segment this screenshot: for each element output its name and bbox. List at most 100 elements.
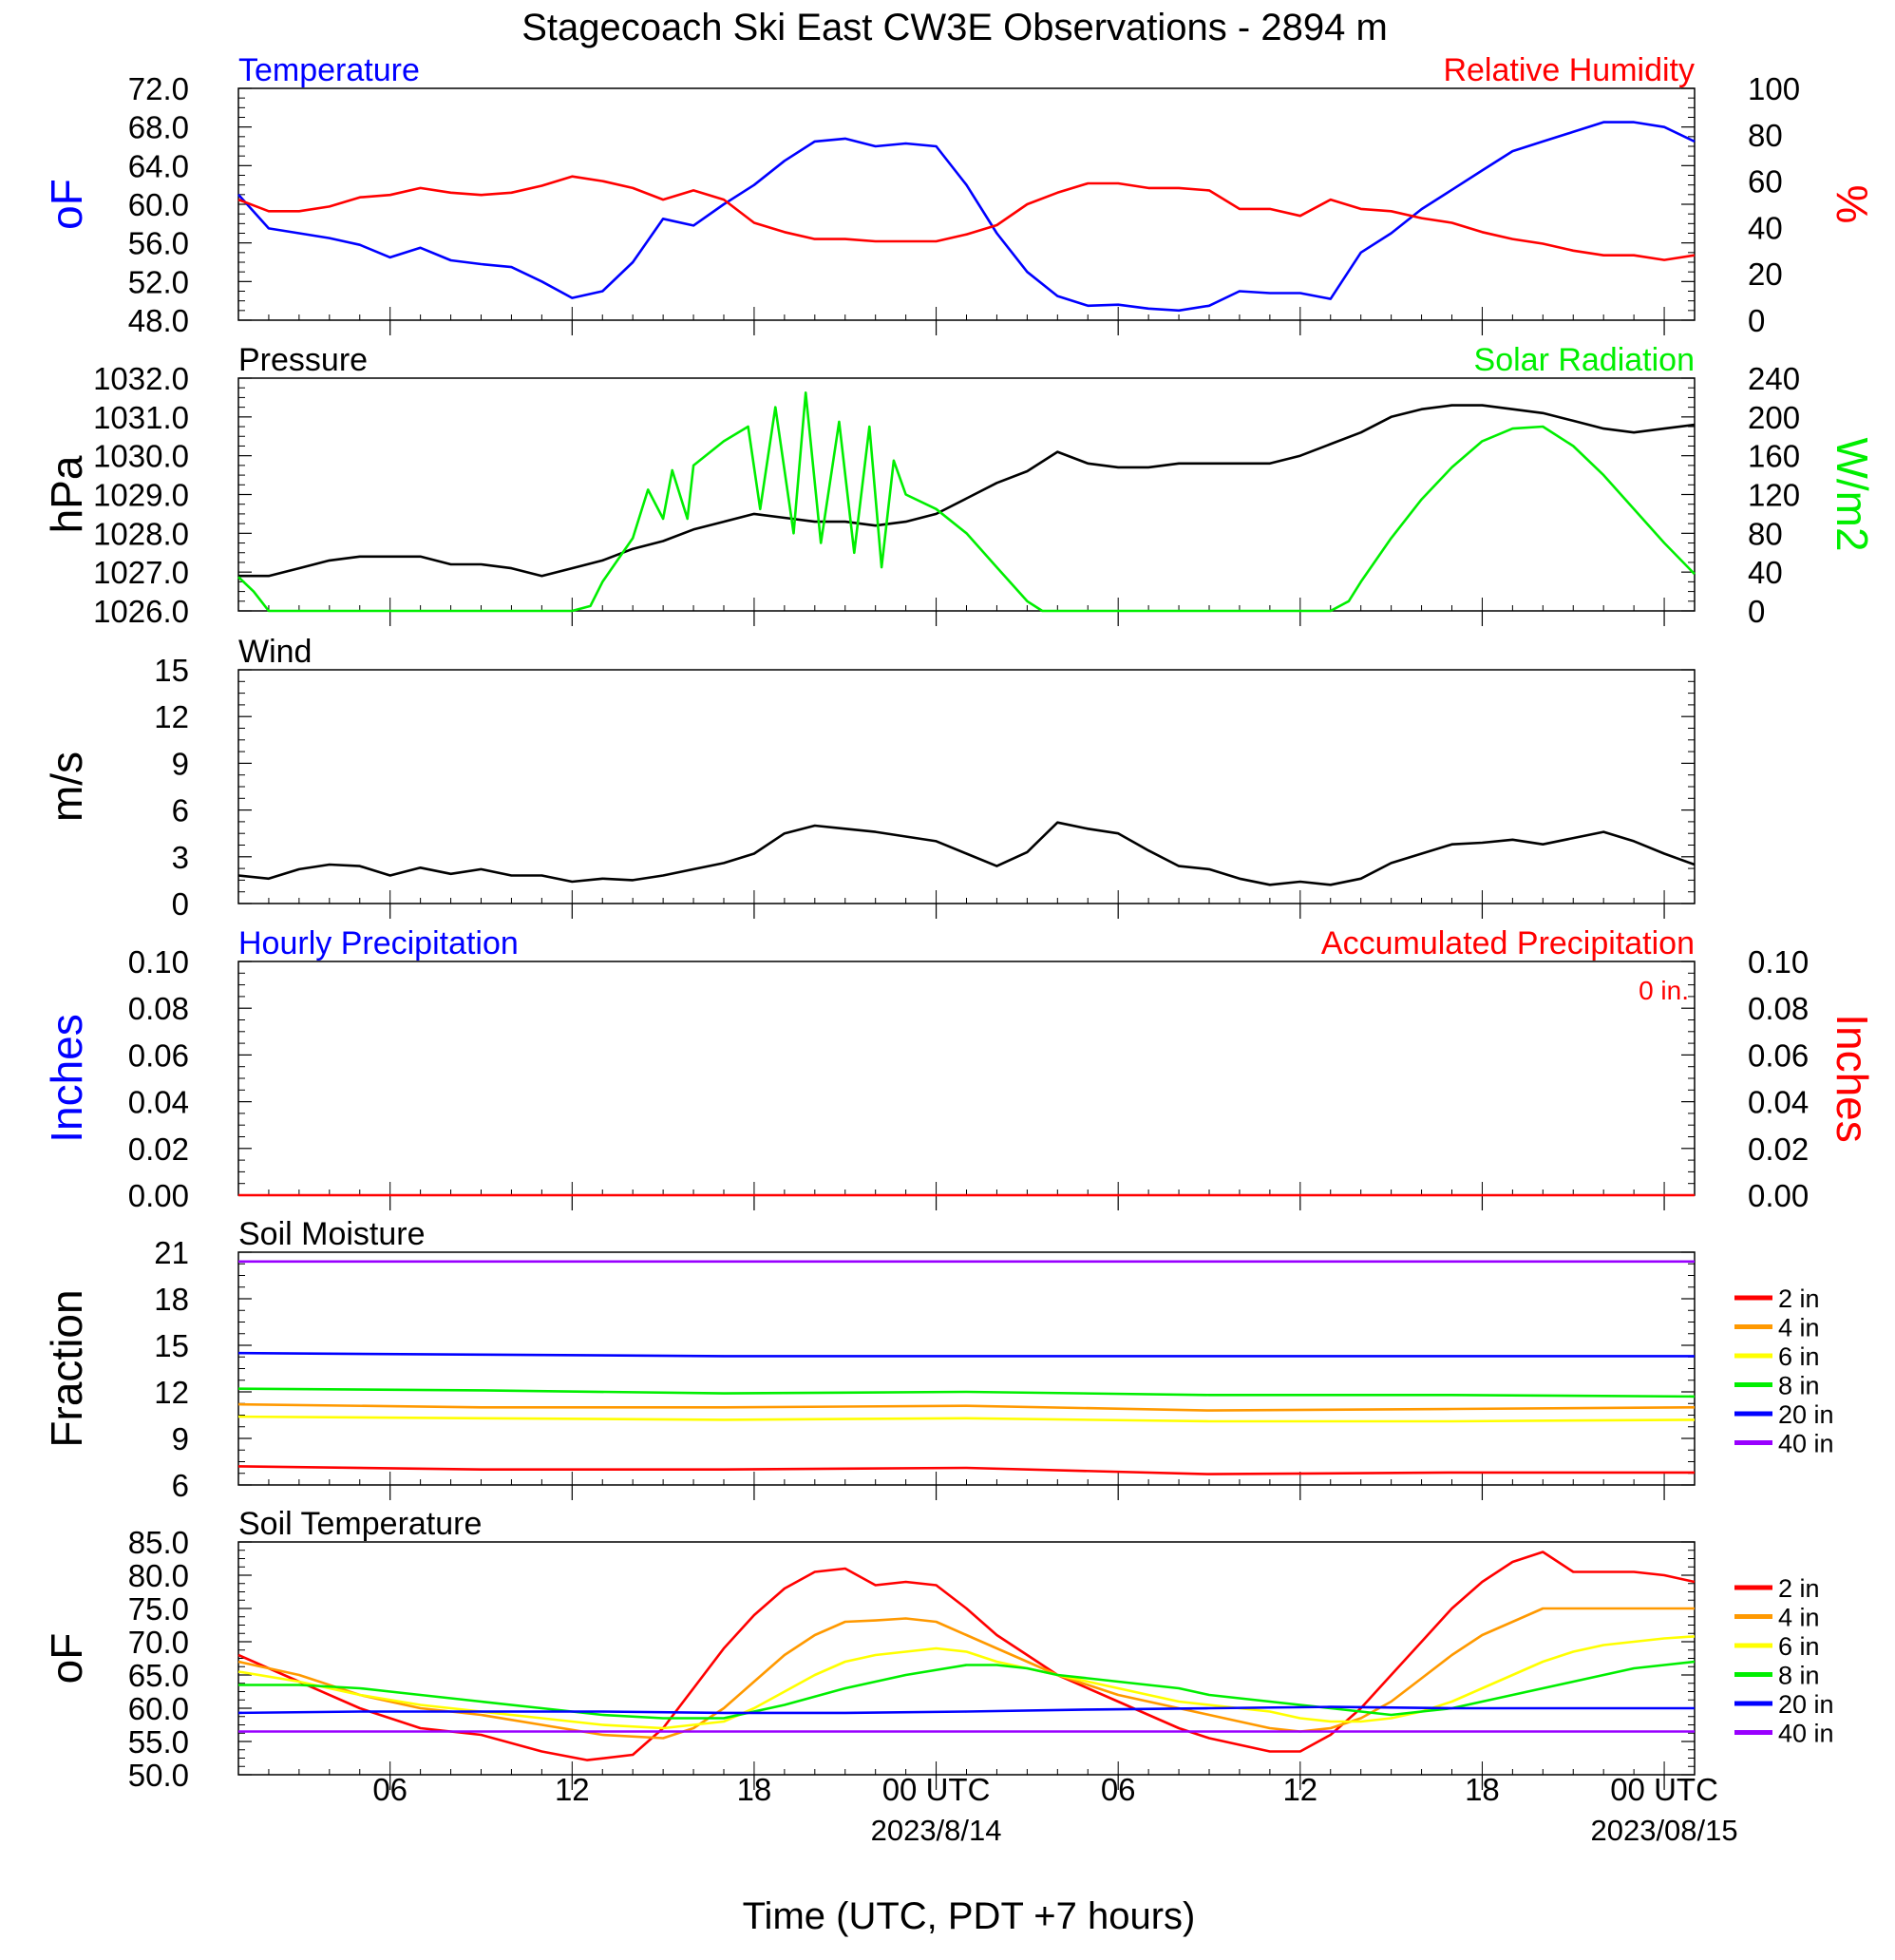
y-tick-label-right: 0.02 (1748, 1132, 1809, 1167)
panel-frame (237, 1251, 1696, 1486)
y-tick-label-left: 56.0 (128, 226, 189, 261)
y-tick-label-left: 48.0 (128, 303, 189, 338)
legend-label: 2 in (1778, 1284, 1820, 1313)
y-axis-label-left: oF (42, 1633, 91, 1684)
panel-title-left: Hourly Precipitation (238, 925, 519, 961)
y-tick-label-left: 6 (172, 793, 189, 828)
legend-label: 4 in (1778, 1604, 1820, 1632)
y-tick-label-left: 0.06 (128, 1037, 189, 1073)
y-tick-label-right: 60 (1748, 164, 1783, 200)
y-tick-label-left: 80.0 (128, 1558, 189, 1593)
panel-title-right: Solar Radiation (1474, 342, 1695, 378)
y-tick-label-left: 0.08 (128, 991, 189, 1026)
y-tick-label-right: 120 (1748, 478, 1800, 513)
y-tick-label-left: 72.0 (128, 71, 189, 106)
y-tick-label-right: 20 (1748, 257, 1783, 292)
series-line-6-in (237, 1635, 1696, 1730)
y-axis-label-left: oF (42, 179, 91, 230)
y-tick-label-left: 1032.0 (93, 361, 189, 396)
series-line-relative-humidity (237, 175, 1696, 261)
x-tick-label: 18 (1465, 1772, 1500, 1807)
y-tick-label-left: 70.0 (128, 1625, 189, 1660)
series-line-20-in (237, 1705, 1695, 1715)
legend-label: 6 in (1778, 1632, 1820, 1661)
y-tick-label-left: 1030.0 (93, 439, 189, 474)
y-tick-label-left: 50.0 (128, 1758, 189, 1793)
y-axis-label-left: Fraction (42, 1289, 91, 1447)
series-line-wind (237, 821, 1696, 886)
y-tick-label-left: 6 (172, 1468, 189, 1503)
panel-frame (237, 87, 1696, 321)
y-tick-label-left: 85.0 (128, 1525, 189, 1560)
y-axis-label-left: m/s (42, 752, 91, 822)
panel-4: 21 18 15 12 9 6 Soil Moisture Fraction 2 in4 in6… (42, 1216, 1834, 1503)
y-tick-label-left: 55.0 (128, 1724, 189, 1760)
y-tick-label-left: 65.0 (128, 1658, 189, 1693)
y-axis-label-right: % (1828, 185, 1877, 224)
chart-panels: 72.068.064.060.056.052.048.0100806040200… (42, 52, 1877, 1793)
chart-title: Stagecoach Ski East CW3E Observations - … (521, 7, 1388, 48)
x-axis: 06 12 18 00 UTC 06 12 18 00 UTC 2023/8/14 2023/08… (372, 1772, 1737, 1847)
x-date-label: 2023/8/14 (871, 1814, 1002, 1847)
panel-title-left: Soil Temperature (238, 1506, 482, 1542)
y-tick-label-right: 80 (1748, 118, 1783, 153)
y-tick-label-left: 1026.0 (93, 594, 189, 629)
series-line-2-in (237, 1465, 1695, 1475)
y-tick-label-right: 0.08 (1748, 991, 1809, 1026)
panel-title-left: Temperature (238, 52, 420, 88)
legend-label: 40 in (1778, 1430, 1834, 1458)
panel-2: 15 12 9 6 3 0 Wind m/s (42, 634, 1696, 922)
y-tick-label-right: 0.04 (1748, 1085, 1809, 1120)
y-axis-label-right: W/m2 (1828, 437, 1877, 551)
panel-frame (237, 669, 1696, 904)
y-tick-label-left: 15 (154, 1328, 189, 1363)
y-tick-label-left: 1027.0 (93, 555, 189, 590)
panel-annotation: 0 in. (1639, 976, 1689, 1005)
legend-label: 8 in (1778, 1662, 1820, 1690)
y-tick-label-left: 0.00 (128, 1178, 189, 1213)
panel-5: 85.080.075.070.065.060.055.050.0 Soil Tem… (42, 1506, 1834, 1793)
legend-label: 8 in (1778, 1372, 1820, 1400)
series-line-8-in (237, 1387, 1696, 1399)
y-axis-label-left: Inches (42, 1014, 91, 1143)
y-tick-label-right: 80 (1748, 516, 1783, 551)
y-tick-label-right: 0.06 (1748, 1037, 1809, 1073)
series-line-pressure (238, 404, 1696, 578)
panel-title-right: Relative Humidity (1443, 52, 1695, 88)
y-tick-label-left: 75.0 (128, 1591, 189, 1627)
x-tick-label: 12 (1282, 1772, 1317, 1807)
x-tick-label: 06 (372, 1772, 407, 1807)
panel-frame (237, 961, 1696, 1196)
y-tick-label-right: 240 (1748, 361, 1800, 396)
y-tick-label-left: 0.04 (128, 1085, 189, 1120)
panel-title-right: Accumulated Precipitation (1321, 925, 1695, 961)
y-tick-label-left: 0.02 (128, 1132, 189, 1167)
y-tick-label-left: 3 (172, 840, 189, 875)
y-tick-label-left: 1031.0 (93, 400, 189, 435)
panel-title-left: Soil Moisture (238, 1216, 426, 1252)
y-tick-label-right: 40 (1748, 555, 1783, 590)
panel-title-left: Wind (238, 634, 312, 670)
panel-0: 72.0 68.064.0 60.0 56.052.0 48.0 100 80 60 40 20 0… (42, 52, 1877, 338)
panel-frame (237, 1541, 1696, 1776)
y-tick-label-left: 0 (172, 886, 189, 922)
x-date-label: 2023/08/15 (1590, 1814, 1737, 1847)
y-axis-label-left: hPa (42, 455, 91, 533)
y-tick-label-left: 68.0 (128, 110, 189, 145)
series-line-temperature (237, 121, 1696, 313)
y-tick-label-left: 60.0 (128, 1691, 189, 1726)
series-line-4-in (237, 1402, 1696, 1412)
panel-title-left: Pressure (238, 342, 368, 378)
legend-label: 4 in (1778, 1314, 1820, 1342)
y-tick-label-left: 12 (154, 699, 189, 734)
series-line-solar-radiation (237, 390, 1696, 613)
panel-3: 0.10 0.08 0.06 0.04 0.02 0.00 0.10 0.08 0.06 0.04… (42, 925, 1877, 1213)
y-tick-label-left: 1028.0 (93, 516, 189, 551)
y-tick-label-left: 0.10 (128, 944, 189, 980)
y-tick-label-right: 40 (1748, 210, 1783, 245)
legend-label: 2 in (1778, 1574, 1820, 1603)
legend-label: 6 in (1778, 1342, 1820, 1371)
series-line-20-in (237, 1351, 1695, 1358)
